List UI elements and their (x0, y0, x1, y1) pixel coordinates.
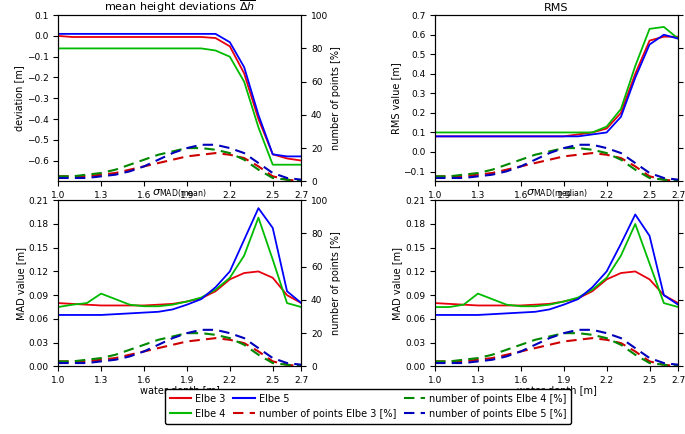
Title: $\sigma_{\mathrm{MAD(median)}}$: $\sigma_{\mathrm{MAD(median)}}$ (526, 188, 588, 200)
Text: (c): (c) (170, 407, 189, 420)
Title: RMS: RMS (545, 3, 569, 13)
Y-axis label: deviation [m]: deviation [m] (14, 66, 24, 131)
Y-axis label: number of points [%]: number of points [%] (331, 231, 341, 335)
X-axis label: water depth [m]: water depth [m] (140, 201, 220, 211)
X-axis label: water depth [m]: water depth [m] (140, 387, 220, 397)
Text: (d): (d) (546, 407, 567, 420)
Legend: Elbe 3, Elbe 4, Elbe 5, number of points Elbe 3 [%], number of points Elbe 4 [%]: Elbe 3, Elbe 4, Elbe 5, number of points… (165, 389, 571, 424)
Title: mean height deviations $\overline{\Delta h}$: mean height deviations $\overline{\Delta… (104, 0, 256, 15)
Y-axis label: MAD value [m]: MAD value [m] (393, 247, 402, 320)
Y-axis label: MAD value [m]: MAD value [m] (16, 247, 25, 320)
Text: (b): (b) (546, 222, 567, 235)
X-axis label: water depth [m]: water depth [m] (516, 387, 597, 397)
Text: (a): (a) (170, 222, 190, 235)
Title: $\sigma_{\mathrm{MAD(mean)}}$: $\sigma_{\mathrm{MAD(mean)}}$ (153, 188, 207, 200)
Y-axis label: number of points [%]: number of points [%] (331, 46, 341, 150)
Y-axis label: RMS value [m]: RMS value [m] (390, 62, 401, 134)
X-axis label: water depth [m]: water depth [m] (516, 201, 597, 211)
